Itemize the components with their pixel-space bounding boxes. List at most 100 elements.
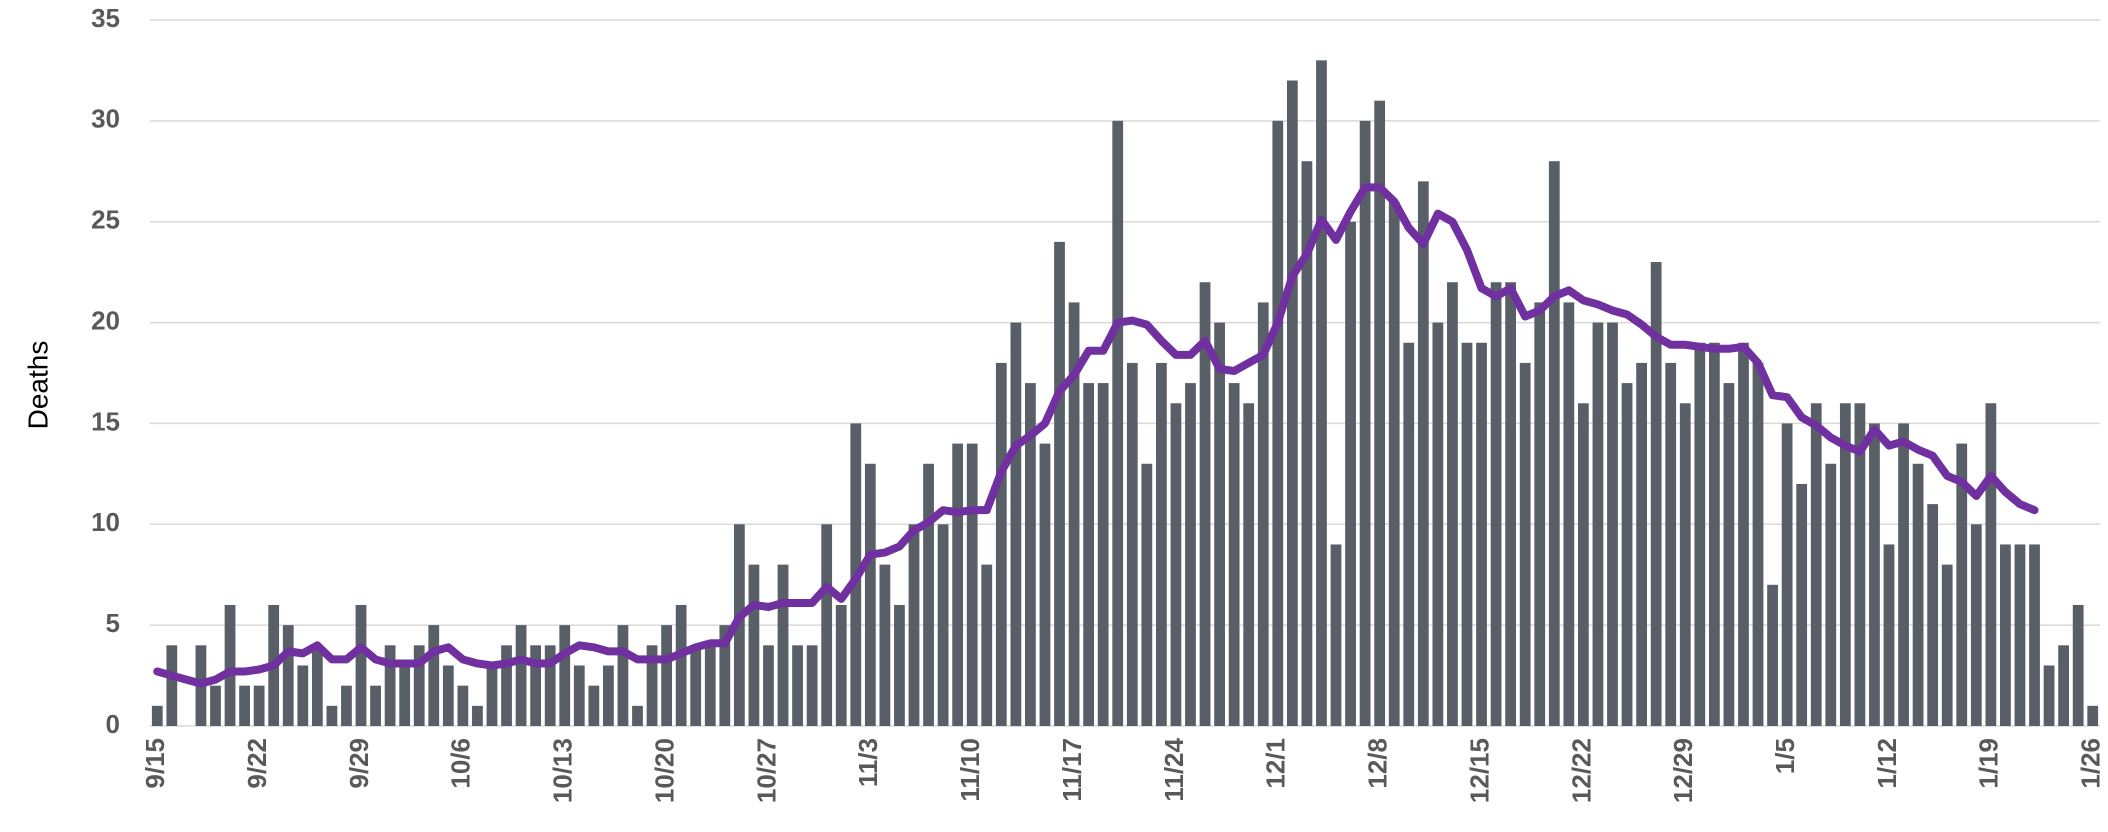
bar bbox=[1083, 383, 1095, 726]
bar bbox=[1970, 524, 1982, 726]
bar bbox=[937, 524, 949, 726]
x-tick-label: 12/1 bbox=[1261, 738, 1291, 789]
x-tick-label: 10/20 bbox=[649, 738, 679, 803]
bar bbox=[1301, 161, 1313, 726]
x-tick-label: 1/19 bbox=[1974, 738, 2004, 789]
y-axis-label: Deaths bbox=[22, 341, 53, 430]
bar bbox=[2043, 665, 2055, 726]
x-tick-label: 12/22 bbox=[1566, 738, 1596, 803]
x-tick-label: 1/12 bbox=[1872, 738, 1902, 789]
y-tick-label: 5 bbox=[106, 608, 120, 638]
bar bbox=[326, 705, 338, 726]
bar bbox=[1956, 443, 1968, 726]
bar bbox=[573, 665, 585, 726]
bar bbox=[1738, 342, 1749, 726]
bar bbox=[1490, 282, 1502, 726]
bar bbox=[2014, 544, 2026, 726]
bar bbox=[370, 685, 381, 726]
bar bbox=[2072, 604, 2084, 726]
bar bbox=[1621, 383, 1633, 726]
x-tick-label: 11/10 bbox=[955, 738, 985, 802]
bar bbox=[1607, 322, 1618, 726]
bar bbox=[1723, 383, 1735, 726]
bar bbox=[821, 524, 833, 726]
bar bbox=[384, 645, 396, 726]
y-tick-label: 30 bbox=[91, 104, 120, 134]
y-tick-label: 25 bbox=[91, 205, 120, 235]
bar bbox=[777, 564, 789, 726]
bar bbox=[559, 625, 571, 726]
bar bbox=[1839, 403, 1851, 726]
bar bbox=[1548, 161, 1560, 726]
bar bbox=[1810, 403, 1822, 726]
bar bbox=[472, 705, 483, 726]
bar bbox=[646, 645, 658, 726]
x-tick-label: 9/29 bbox=[344, 738, 374, 789]
bar bbox=[1941, 564, 1953, 726]
bar bbox=[224, 604, 236, 726]
bar bbox=[1403, 342, 1415, 726]
bar bbox=[1505, 282, 1517, 726]
bar bbox=[704, 645, 716, 726]
bar bbox=[1039, 443, 1051, 726]
bar bbox=[1316, 60, 1327, 727]
bar bbox=[1330, 544, 1342, 726]
bar bbox=[864, 463, 876, 726]
bar bbox=[1214, 322, 1225, 726]
bar bbox=[282, 625, 294, 726]
bar bbox=[1825, 463, 1837, 726]
bar bbox=[486, 665, 498, 726]
bar bbox=[617, 625, 629, 726]
bar bbox=[544, 645, 556, 726]
x-tick-label: 12/15 bbox=[1464, 738, 1494, 803]
bar bbox=[1985, 403, 1997, 726]
bar bbox=[763, 645, 774, 726]
bar bbox=[515, 625, 527, 726]
bar bbox=[1228, 383, 1240, 726]
bar bbox=[1112, 120, 1124, 727]
bar bbox=[1796, 483, 1808, 726]
x-tick-label: 9/15 bbox=[140, 738, 170, 789]
bar bbox=[1199, 282, 1211, 726]
bar bbox=[1126, 362, 1138, 726]
bar bbox=[210, 685, 221, 726]
bar bbox=[341, 685, 352, 726]
bar bbox=[2000, 544, 2011, 726]
bar bbox=[1097, 383, 1109, 726]
bar bbox=[1636, 362, 1647, 726]
x-tick-label: 10/13 bbox=[548, 738, 578, 803]
bar bbox=[151, 705, 163, 726]
x-tick-label: 12/8 bbox=[1363, 738, 1393, 789]
bar bbox=[1374, 100, 1386, 726]
bar bbox=[1665, 362, 1677, 726]
bar bbox=[690, 645, 702, 726]
x-tick-label: 11/24 bbox=[1159, 737, 1189, 801]
bar bbox=[1243, 403, 1255, 726]
bar bbox=[966, 443, 978, 726]
bar bbox=[1927, 504, 1939, 726]
bar bbox=[908, 524, 920, 726]
bar bbox=[297, 665, 309, 726]
bar bbox=[1519, 362, 1531, 726]
bar bbox=[1679, 403, 1691, 726]
bar bbox=[879, 564, 891, 726]
bar bbox=[1388, 201, 1400, 727]
bar bbox=[1286, 80, 1298, 726]
bar bbox=[748, 564, 760, 726]
bar bbox=[588, 685, 600, 726]
bar bbox=[632, 705, 643, 726]
bar bbox=[399, 665, 411, 726]
bar bbox=[894, 604, 905, 726]
bar bbox=[166, 645, 178, 726]
bar bbox=[1592, 322, 1604, 726]
bar bbox=[1359, 120, 1371, 727]
bar bbox=[792, 645, 803, 726]
bar bbox=[1141, 463, 1153, 726]
bar bbox=[603, 665, 614, 726]
bar bbox=[1068, 302, 1080, 726]
bar bbox=[1578, 403, 1589, 726]
bar bbox=[1432, 322, 1444, 726]
bar bbox=[1854, 403, 1866, 726]
x-tick-label: 1/26 bbox=[2076, 738, 2106, 789]
